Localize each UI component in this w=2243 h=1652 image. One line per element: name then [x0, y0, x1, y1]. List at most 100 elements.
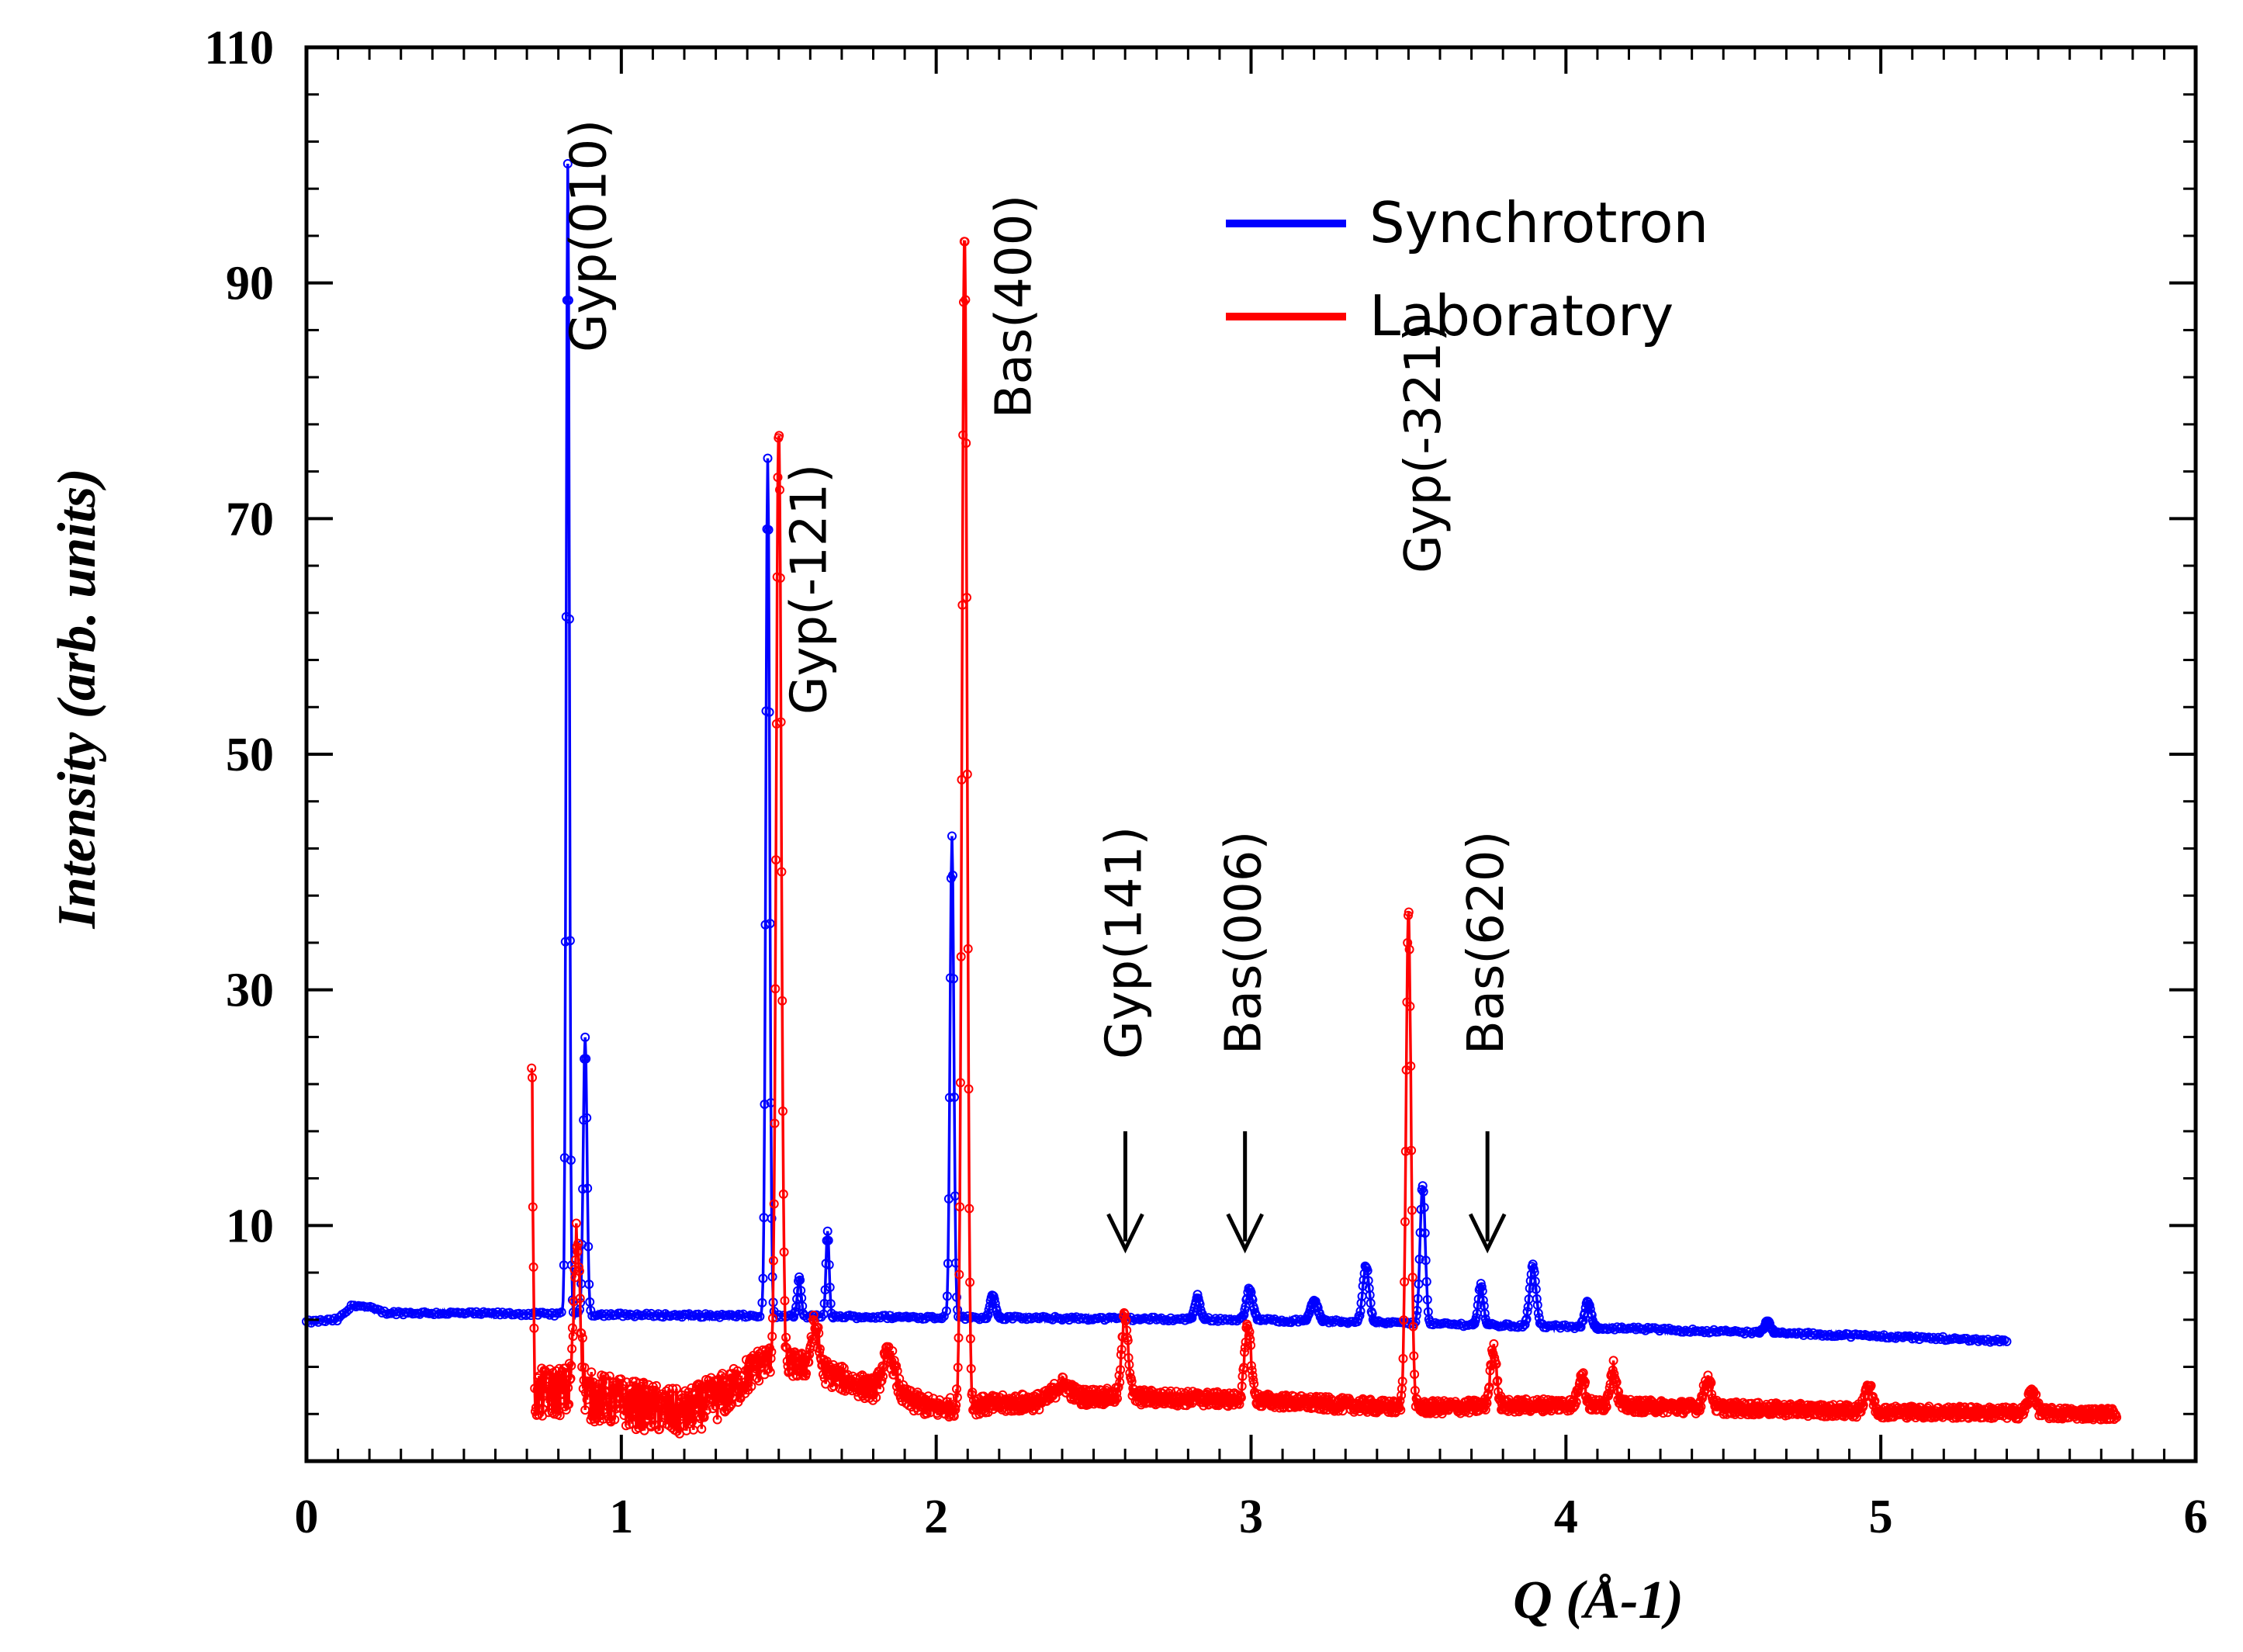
data-point	[1240, 1347, 1249, 1357]
data-point	[768, 1313, 777, 1323]
data-point	[1417, 1181, 1428, 1191]
data-point	[562, 159, 573, 168]
data-point	[783, 1361, 793, 1371]
data-point	[1355, 1311, 1365, 1321]
data-point	[691, 1404, 701, 1414]
data-point	[950, 1093, 959, 1102]
annotation-5: Gyp(-321)	[1395, 323, 1452, 573]
data-point	[577, 1333, 587, 1343]
data-point	[564, 614, 574, 624]
data-point	[580, 1032, 590, 1042]
data-point	[762, 1352, 772, 1363]
data-point	[765, 1367, 775, 1377]
data-point	[671, 1384, 681, 1394]
data-point	[1477, 1286, 1487, 1296]
data-point	[1404, 907, 1414, 917]
data-point	[966, 1363, 976, 1373]
data-point	[1400, 1277, 1410, 1287]
data-point	[944, 1093, 954, 1103]
data-point	[819, 1373, 829, 1383]
legend-label-synchrotron: Synchrotron	[1369, 190, 1708, 255]
data-point	[962, 593, 971, 602]
data-point	[1478, 1295, 1488, 1305]
data-point	[882, 1347, 892, 1357]
data-point	[722, 1377, 731, 1387]
data-point	[766, 1353, 776, 1363]
data-point	[1279, 1402, 1289, 1412]
data-point	[1120, 1309, 1130, 1319]
data-point	[632, 1410, 642, 1420]
data-point	[614, 1385, 625, 1395]
data-point	[580, 1405, 590, 1415]
data-point	[564, 1359, 574, 1369]
data-point	[822, 1226, 832, 1236]
data-point	[1866, 1380, 1876, 1391]
data-point	[813, 1322, 823, 1332]
data-point	[774, 431, 784, 441]
data-point	[775, 485, 784, 495]
data-point	[656, 1404, 666, 1415]
data-point	[965, 1277, 975, 1287]
data-point	[703, 1381, 713, 1391]
data-point	[1121, 1315, 1131, 1325]
data-point	[957, 774, 967, 784]
y-tick-label: 50	[226, 729, 274, 781]
data-point	[983, 1310, 993, 1320]
y-tick-label: 90	[226, 258, 274, 310]
data-point	[1406, 1061, 1416, 1071]
data-point	[1248, 1370, 1258, 1380]
data-point	[757, 1297, 767, 1307]
data-point	[610, 1415, 620, 1425]
x-tick-label: 3	[1239, 1491, 1263, 1543]
data-point	[341, 1307, 351, 1317]
annotation-6: Bas(620)	[1458, 831, 1515, 1254]
plot-frame	[304, 45, 2198, 1463]
data-point	[789, 1312, 798, 1322]
data-point	[985, 1301, 995, 1311]
data-point	[555, 1411, 565, 1421]
data-point	[1484, 1382, 1494, 1392]
data-point	[1414, 1279, 1424, 1289]
annotation-label: Bas(006)	[1216, 831, 1273, 1055]
data-point	[1254, 1314, 1264, 1325]
data-point	[962, 769, 972, 779]
annotation-arrow-head	[1468, 1213, 1507, 1254]
data-point	[701, 1405, 711, 1415]
data-point	[1421, 1276, 1431, 1287]
data-point	[574, 1262, 583, 1272]
data-point	[775, 573, 785, 583]
data-point	[1418, 1186, 1428, 1197]
data-point	[582, 1394, 592, 1404]
data-point	[583, 1183, 593, 1193]
data-point	[768, 1255, 778, 1266]
data-point	[764, 707, 774, 717]
minor-ticks	[306, 47, 2196, 1461]
data-point	[942, 1291, 952, 1301]
data-point	[878, 1371, 888, 1381]
data-point	[760, 1100, 770, 1110]
data-point	[2028, 1390, 2038, 1400]
data-point	[582, 1113, 592, 1123]
data-point	[556, 1307, 566, 1317]
y-tick-label: 70	[226, 493, 274, 545]
data-point	[1193, 1294, 1203, 1304]
data-point	[765, 919, 775, 929]
data-point	[645, 1392, 654, 1402]
data-point	[888, 1346, 898, 1356]
data-point	[2002, 1336, 2012, 1346]
data-point	[795, 1275, 805, 1285]
data-point	[546, 1384, 556, 1394]
data-point	[958, 430, 968, 440]
data-point	[760, 920, 770, 930]
data-point	[573, 1238, 583, 1249]
data-point	[578, 1184, 588, 1194]
data-point	[1493, 1376, 1503, 1386]
data-point	[875, 1377, 885, 1387]
data-point	[1707, 1389, 1717, 1399]
data-point	[330, 1313, 340, 1323]
data-point	[778, 1189, 788, 1199]
data-point	[1395, 1396, 1405, 1406]
data-point	[1358, 1281, 1368, 1291]
data-point	[1237, 1371, 1248, 1381]
data-point	[952, 1392, 962, 1402]
